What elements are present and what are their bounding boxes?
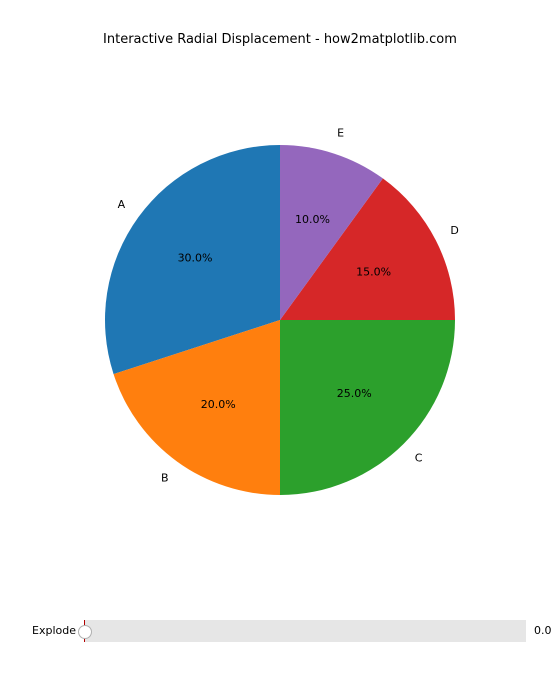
pie-chart: 30.0% A 20.0% B 25.0% C 15.0% D 10.0% E bbox=[0, 60, 560, 580]
explode-slider[interactable]: Explode 0.0 bbox=[84, 620, 526, 642]
figure: Interactive Radial Displacement - how2ma… bbox=[0, 0, 560, 700]
pie-slice-c bbox=[280, 320, 455, 495]
category-label-d: D bbox=[450, 224, 458, 237]
pct-label-a: 30.0% bbox=[178, 251, 213, 264]
slider-value: 0.0 bbox=[534, 620, 552, 642]
slider-track[interactable] bbox=[84, 620, 526, 642]
pct-label-b: 20.0% bbox=[201, 398, 236, 411]
slider-label: Explode bbox=[32, 620, 76, 642]
category-label-e: E bbox=[337, 127, 344, 140]
slider-handle[interactable] bbox=[78, 625, 92, 639]
category-label-c: C bbox=[415, 452, 423, 465]
pct-label-c: 25.0% bbox=[337, 387, 372, 400]
pct-label-e: 10.0% bbox=[295, 213, 330, 226]
category-label-a: A bbox=[118, 198, 126, 211]
pct-label-d: 15.0% bbox=[356, 265, 391, 278]
category-label-b: B bbox=[161, 472, 169, 485]
chart-title: Interactive Radial Displacement - how2ma… bbox=[0, 32, 560, 47]
